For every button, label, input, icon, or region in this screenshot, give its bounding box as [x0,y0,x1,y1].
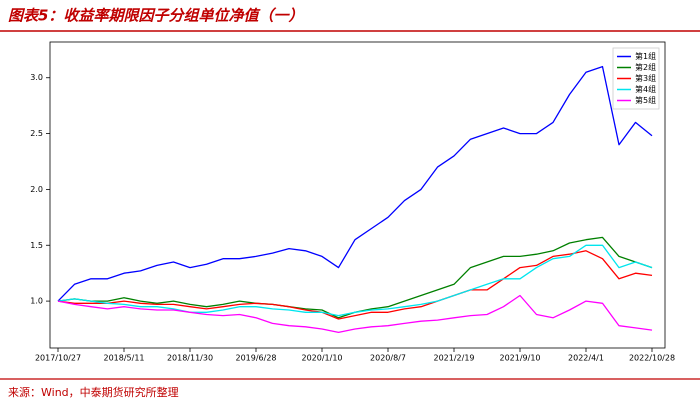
legend-label: 第3组 [635,73,656,83]
x-tick-label: 2020/1/10 [301,354,342,363]
x-tick-label: 2020/8/7 [370,354,406,363]
series-line [57,244,653,317]
chart-title: 图表5：收益率期限因子分组单位净值（一） [8,7,303,25]
x-tick-label: 2022/10/28 [629,354,675,363]
y-tick-label: 1.0 [30,297,43,306]
legend-box [612,47,660,110]
x-tick-label: 2021/2/19 [433,354,474,363]
legend-label: 第4组 [635,84,656,94]
x-tick-label: 2019/6/28 [235,354,276,363]
legend-label: 第1组 [635,51,656,61]
plot-frame [49,41,666,349]
legend-label: 第2组 [635,62,656,72]
x-tick-label: 2018/11/30 [167,354,213,363]
y-tick-label: 3.0 [30,73,43,82]
series-line [57,250,653,320]
y-tick-label: 2.0 [30,185,43,194]
legend-label: 第5组 [635,95,656,105]
series-line [57,294,653,334]
y-tick-label: 2.5 [30,129,43,138]
y-tick-label: 1.5 [30,241,43,250]
series-line [57,65,653,302]
source-note: 来源：Wind，中泰期货研究所整理 [8,385,179,399]
x-tick-label: 2018/5/11 [103,354,144,363]
x-tick-label: 2021/9/10 [499,354,540,363]
x-tick-label: 2022/4/1 [568,354,604,363]
series-line [57,236,653,319]
x-tick-label: 2017/10/27 [35,354,81,363]
